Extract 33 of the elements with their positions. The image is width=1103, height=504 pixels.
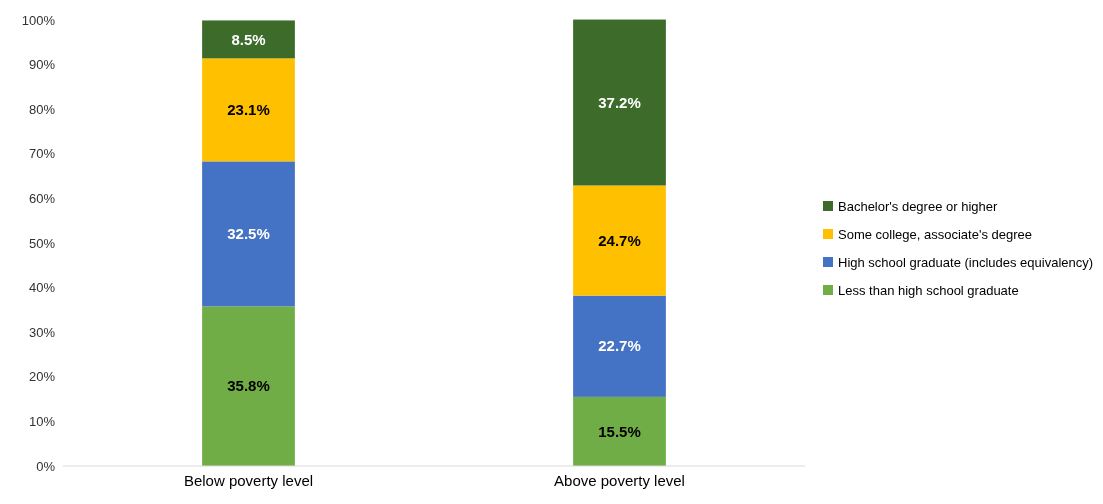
bar [202,161,295,307]
y-tick-label: 70% [28,146,56,162]
legend-label: High school graduate (includes equivalency) [838,254,1094,270]
legend-label: Less than high school graduate [838,282,1019,298]
x-tick-label: Below poverty level [183,472,314,489]
y-tick-label: 60% [28,190,56,206]
legend-label: Some college, associate's degree [838,226,1032,242]
y-tick-label: 20% [28,369,56,385]
bar [573,185,666,296]
y-tick-label: 30% [28,324,56,340]
text: 24.7% [598,231,641,249]
y-tick-label: 100% [21,12,56,28]
bar [573,396,666,466]
text: 22.7% [598,337,641,355]
bar [573,19,666,186]
text: 8.5% [231,30,266,48]
bar [202,20,295,59]
y-tick-label: 10% [28,413,56,429]
y-tick-label: 50% [28,235,56,251]
legend-label: Bachelor's degree or higher [838,198,998,214]
bar [573,295,666,397]
y-tick-label: 90% [28,57,56,73]
y-tick-label: 40% [28,280,56,296]
y-tick-label: 0% [36,458,56,474]
text: 15.5% [598,422,641,440]
text: 37.2% [598,93,641,111]
text: 32.5% [227,225,270,243]
x-tick-label: Above poverty level [554,472,685,489]
text: 23.1% [227,101,270,119]
y-tick-label: 80% [28,101,56,117]
bar [202,58,295,162]
bar [202,306,295,466]
text: 35.8% [227,377,270,395]
